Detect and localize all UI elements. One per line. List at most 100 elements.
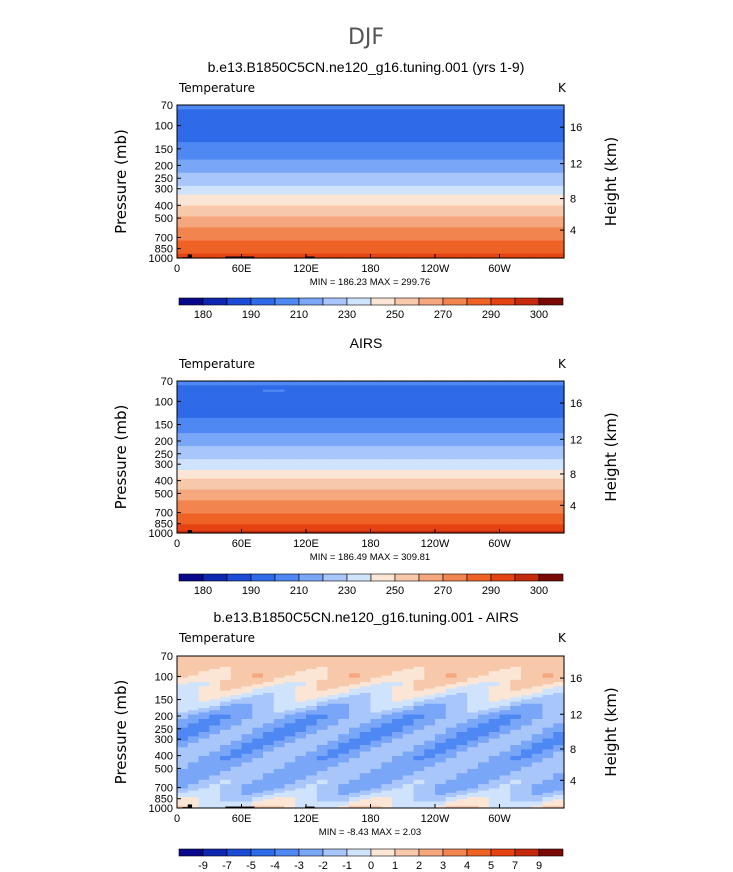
contour-cell: [370, 496, 382, 499]
contour-cell: [230, 135, 243, 139]
contour-cell: [220, 201, 232, 204]
contour-cell: [220, 229, 232, 233]
contour-cell: [381, 209, 393, 213]
contour-cell: [467, 420, 479, 423]
contour-cell: [349, 383, 361, 386]
contour-cell: [402, 183, 415, 187]
contour-cell: [241, 122, 253, 126]
contour-cell: [359, 478, 372, 482]
contour-cell: [349, 150, 361, 154]
contour-cell: [252, 157, 264, 161]
contour-cell: [209, 422, 221, 426]
contour-cell: [327, 506, 339, 510]
contour-cell: [273, 383, 286, 386]
contour-cell: [295, 413, 307, 417]
contour-cell: [435, 430, 447, 434]
contour-cell: [177, 522, 189, 525]
contour-cell: [531, 212, 544, 215]
contour-cell: [445, 485, 458, 488]
contour-cell: [435, 118, 447, 121]
contour-cell: [177, 203, 189, 207]
contour-cell: [349, 122, 361, 126]
contour-cell: [252, 231, 264, 235]
contour-cell: [338, 242, 350, 246]
contour-cell: [456, 389, 468, 393]
contour-cell: [402, 249, 415, 253]
contour-cell: [553, 225, 565, 228]
contour-cell: [456, 450, 468, 454]
contour-cell: [478, 146, 490, 150]
contour-cell: [542, 179, 554, 183]
contour-cell: [359, 435, 372, 439]
contour-cell: [338, 457, 350, 460]
contour-cell: [531, 454, 544, 458]
contour-cell: [295, 391, 307, 395]
contour-cell: [456, 212, 468, 215]
contour-cell: [531, 478, 544, 482]
height-tick-label: 16: [570, 122, 582, 134]
contour-cell: [316, 407, 329, 410]
contour-cell: [445, 164, 458, 167]
contour-cell: [284, 437, 296, 441]
contour-cell: [553, 385, 565, 389]
contour-cell: [349, 144, 361, 148]
contour-cell: [467, 111, 479, 115]
contour-cell: [295, 227, 307, 231]
contour-cell: [424, 457, 436, 460]
contour-cell: [284, 496, 296, 499]
contour-cell: [198, 483, 210, 486]
contour-cell: [209, 470, 221, 473]
contour-cell: [510, 474, 522, 478]
contour-cell: [435, 428, 447, 432]
contour-cell: [230, 450, 243, 454]
contour-cell: [327, 474, 339, 478]
contour-cell: [349, 426, 361, 430]
contour-cell: [316, 244, 329, 248]
contour-cell: [327, 493, 339, 497]
contour-cell: [456, 220, 468, 224]
contour-cell: [349, 115, 361, 119]
contour-cell: [295, 183, 307, 187]
contour-cell: [521, 107, 533, 110]
contour-cell: [392, 476, 404, 480]
contour-cell: [177, 209, 189, 213]
contour-cell: [252, 463, 264, 467]
contour-cell: [499, 472, 511, 475]
contour-cell: [284, 398, 296, 402]
contour-cell: [327, 111, 339, 115]
contour-cell: [263, 122, 275, 126]
contour-cell: [402, 426, 415, 430]
contour-cell: [445, 124, 458, 128]
contour-cell: [370, 139, 382, 143]
contour-cell: [359, 118, 372, 121]
contour-cell: [263, 500, 275, 504]
contour-cell: [478, 428, 490, 432]
pressure-tick-label: 200: [155, 160, 173, 172]
contour-cell: [499, 478, 511, 482]
contour-cell: [241, 242, 253, 246]
contour-cell: [510, 220, 522, 224]
contour-cell: [510, 515, 522, 519]
contour-cell: [435, 517, 447, 521]
contour-cell: [306, 155, 318, 159]
contour-cell: [209, 183, 221, 187]
contour-cell: [499, 448, 511, 452]
contour-cell: [553, 242, 565, 246]
contour-cell: [381, 244, 393, 248]
contour-cell: [456, 467, 468, 471]
contour-cell: [306, 437, 318, 441]
contour-cell: [542, 454, 554, 458]
contour-cell: [370, 461, 382, 465]
contour-cell: [402, 389, 415, 393]
contour-cell: [381, 385, 393, 389]
contour-cell: [284, 428, 296, 432]
contour-cell: [521, 485, 533, 488]
contour-cell: [284, 231, 296, 235]
contour-cell: [370, 430, 382, 434]
contour-cell: [488, 470, 501, 473]
contour-cell: [456, 485, 468, 488]
contour-cell: [488, 461, 501, 465]
contour-cell: [510, 161, 522, 165]
contour-cell: [542, 506, 554, 510]
contour-cell: [381, 450, 393, 454]
